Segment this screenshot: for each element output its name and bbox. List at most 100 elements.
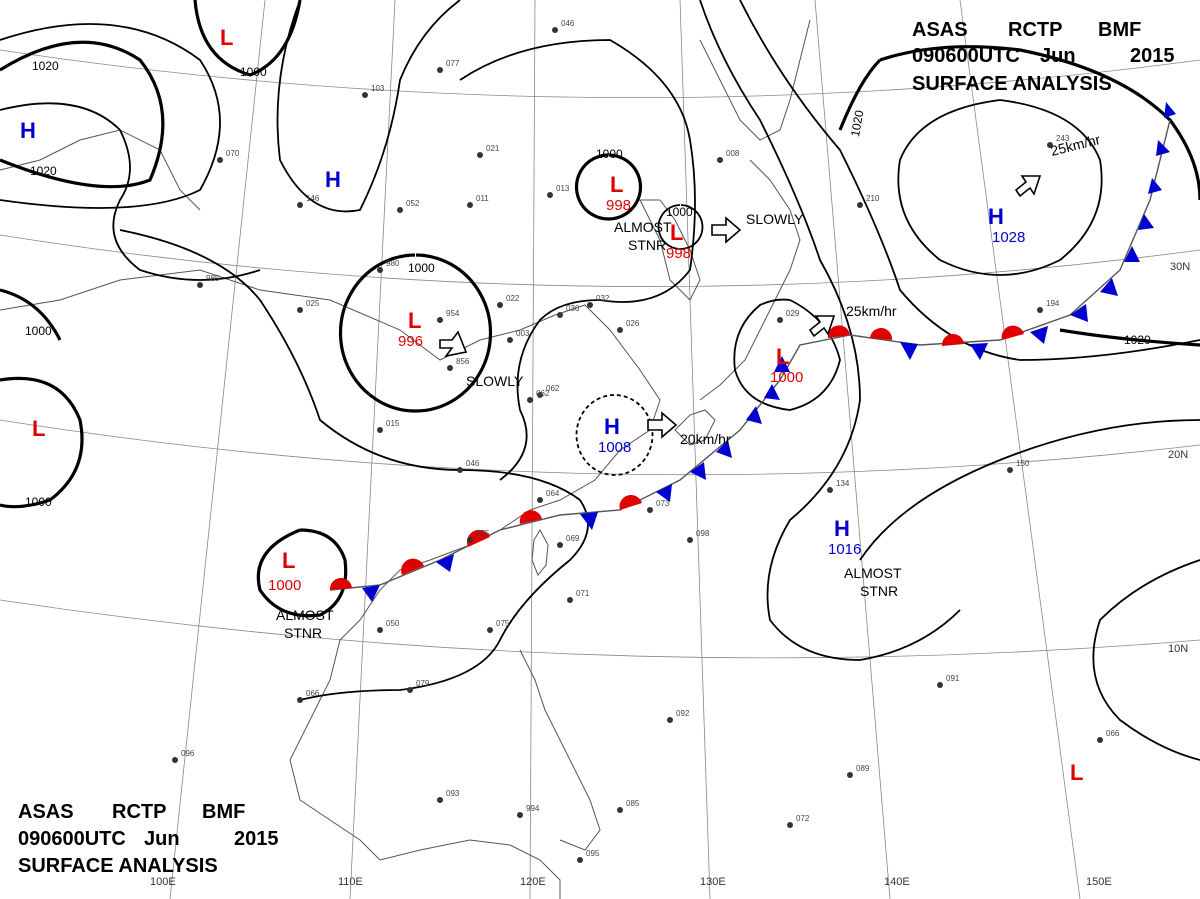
isobar-label: 1000: [240, 65, 267, 79]
low-center-value: 996: [398, 333, 423, 350]
station-pressure-label: 066: [306, 689, 320, 698]
station-marker: [487, 627, 493, 633]
coastlines: [0, 19, 811, 899]
coast-china: [0, 269, 661, 641]
isobar-labels: 1020 1000 1020 1000 1000 1000 1000 1000 …: [25, 59, 1151, 509]
station-pressure-label: 079: [416, 679, 430, 688]
station-marker: [617, 327, 623, 333]
station-pressure-label: 098: [696, 529, 710, 538]
station-marker: [787, 822, 793, 828]
isobar-east-2: [739, 0, 1200, 361]
station-pressure-label: 134: [836, 479, 850, 488]
header-date-part: 2015: [234, 828, 279, 850]
stationary-note: ALMOST: [614, 219, 672, 235]
header-subtitle: SURFACE ANALYSIS: [18, 855, 218, 877]
cold-front-mark: [436, 554, 454, 572]
station-marker: [457, 467, 463, 473]
cold-front-mark: [580, 512, 598, 530]
cold-front-mark: [774, 356, 790, 372]
station-pressure-label: 856: [456, 357, 470, 366]
station-pressure-label: 072: [796, 814, 810, 823]
warm-front-mark: [1001, 325, 1024, 340]
high-center-value: 1008: [598, 439, 631, 456]
station-marker: [217, 157, 223, 163]
warm-front-mark: [329, 577, 352, 590]
station-pressure-label: 092: [676, 709, 690, 718]
station-pressure-label: 032: [596, 294, 610, 303]
station-marker: [507, 337, 513, 343]
isobar-far-east: [1092, 559, 1200, 761]
cold-front-mark: [690, 462, 706, 480]
station-pressure-label: 062: [546, 384, 560, 393]
warm-front-mark: [941, 333, 964, 346]
grid-meridian: [349, 0, 396, 899]
grid-parallel: [0, 49, 1200, 99]
station-marker: [827, 487, 833, 493]
station-pressure-label: 071: [576, 589, 590, 598]
station-pressure-label: 085: [626, 799, 640, 808]
station-pressure-label: 980: [386, 259, 400, 268]
isobars: [0, 0, 1200, 761]
station-pressure-label: 021: [486, 144, 500, 153]
station-pressure-label: 089: [856, 764, 870, 773]
station-marker: [297, 697, 303, 703]
station-pressure-label: 046: [561, 19, 575, 28]
low-center-letter: L: [220, 25, 233, 50]
high-center-value: 1028: [992, 229, 1025, 246]
station-pressure-label: 011: [476, 194, 489, 203]
cold-front-mark: [1156, 140, 1170, 156]
station-marker: [537, 392, 543, 398]
latitude-label: 10N: [1168, 643, 1188, 655]
station-marker: [377, 267, 383, 273]
warm-front-mark: [619, 494, 642, 510]
isobar-1000-sw-low: [256, 528, 348, 618]
low-center-letter: L: [408, 308, 421, 333]
cold-front-triangles: [362, 102, 1176, 602]
isobar-japan-low: [733, 298, 841, 411]
station-marker: [527, 397, 533, 403]
front-main: [329, 102, 1176, 602]
station-marker: [937, 682, 943, 688]
grid-meridian: [679, 0, 711, 899]
low-center-letter: L: [1070, 760, 1083, 785]
coast-taiwan: [531, 528, 549, 576]
isobar-high-1028: [897, 99, 1103, 276]
station-pressure-label: 954: [446, 309, 460, 318]
cold-front-mark: [362, 585, 380, 602]
cold-front-mark: [1030, 326, 1048, 344]
warm-front-semicircles: [329, 325, 1024, 590]
station-pressure-label: 075: [496, 619, 510, 628]
station-marker: [297, 307, 303, 313]
header-subtitle: SURFACE ANALYSIS: [912, 73, 1112, 95]
header-title-part: BMF: [1098, 19, 1141, 41]
grid-parallel: [0, 234, 1200, 287]
high-center-letter: H: [20, 118, 36, 143]
grid-meridian: [169, 0, 266, 899]
station-pressure-label: 150: [1016, 459, 1030, 468]
longitude-label: 130E: [700, 876, 726, 888]
stationary-note: STNR: [284, 625, 322, 641]
isobar-east-3: [859, 419, 1200, 561]
header-date-part: 2015: [1130, 45, 1175, 67]
station-marker: [377, 427, 383, 433]
station-pressure-label: 015: [386, 419, 400, 428]
isobar-left-wide: [0, 102, 261, 281]
station-marker: [1097, 737, 1103, 743]
station-marker: [377, 627, 383, 633]
station-markers: [172, 27, 1103, 863]
arrow-slowly-sw: [439, 330, 468, 358]
warm-front-mark: [827, 325, 850, 338]
station-marker: [297, 202, 303, 208]
station-pressure-label: 062: [536, 389, 550, 398]
header-bottom-left: ASAS RCTP BMF 090600UTC Jun 2015 SURFACE…: [18, 801, 279, 877]
cold-front-mark: [716, 440, 732, 458]
station-marker: [717, 157, 723, 163]
longitude-label: 140E: [884, 876, 910, 888]
cold-front-mark: [1070, 304, 1088, 322]
grid-meridian: [959, 0, 1081, 899]
high-center-value: 1016: [828, 541, 861, 558]
station-marker: [407, 687, 413, 693]
low-center-letter: L: [282, 548, 295, 573]
stationary-note: ALMOST: [844, 565, 902, 581]
grid-meridian: [814, 0, 891, 899]
